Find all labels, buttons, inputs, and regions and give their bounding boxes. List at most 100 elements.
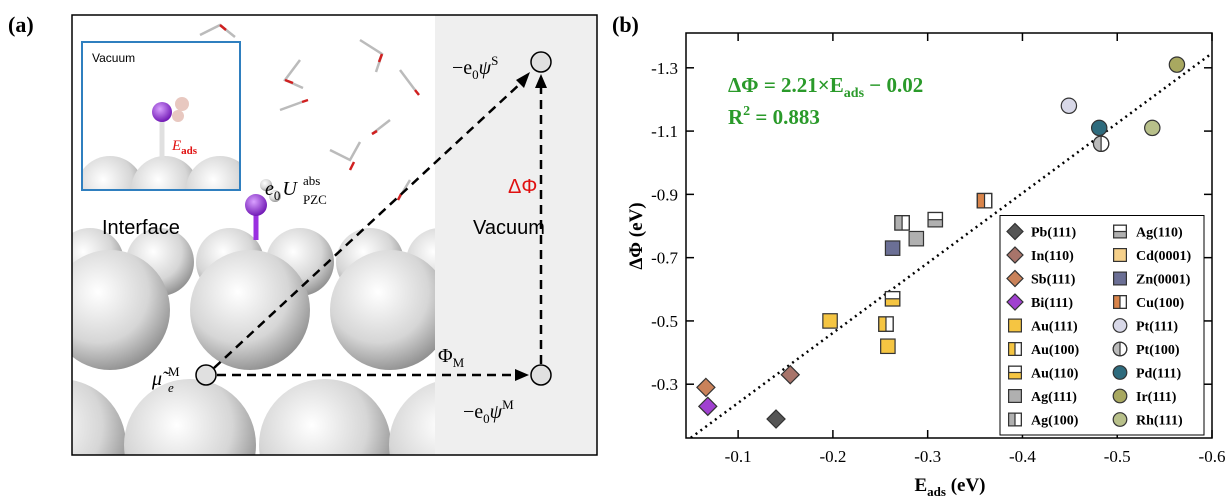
text-part: −e xyxy=(452,57,472,79)
marker xyxy=(1093,136,1108,151)
marker xyxy=(909,231,923,245)
atom xyxy=(152,102,172,122)
marker-half xyxy=(1009,373,1022,379)
marker-shape xyxy=(699,397,717,415)
marker xyxy=(823,314,837,328)
y-tick-label: -0.7 xyxy=(651,249,678,268)
y-tick-label: -1.3 xyxy=(651,59,678,78)
marker xyxy=(1113,389,1127,403)
legend-label: Ag(111) xyxy=(1031,390,1077,405)
text-part: ΔΦ = 2.21×E xyxy=(728,73,844,97)
marker xyxy=(1145,120,1160,135)
text-part: (eV) xyxy=(946,475,986,496)
atom xyxy=(190,250,310,370)
panel-label: (a) xyxy=(8,12,34,37)
marker xyxy=(1009,366,1022,379)
text-sub: 0 xyxy=(274,188,281,203)
marker-half xyxy=(1009,343,1015,356)
x-tick-label: -0.4 xyxy=(1009,447,1036,466)
text-part: ψ xyxy=(490,401,503,423)
marker-shape xyxy=(1113,366,1127,380)
legend-label: Pb(111) xyxy=(1031,226,1076,241)
marker xyxy=(697,378,715,396)
figure: (a) xyxy=(0,0,1230,497)
marker-shape xyxy=(1113,319,1127,333)
atom xyxy=(0,379,126,497)
text-part: ψ xyxy=(479,57,492,79)
y-tick-label: -0.5 xyxy=(651,312,678,331)
marker-half xyxy=(885,299,899,306)
marker xyxy=(885,292,899,306)
marker-shape xyxy=(909,231,923,245)
marker xyxy=(699,397,717,415)
atom xyxy=(245,194,267,216)
marker-shape xyxy=(823,314,837,328)
marker-shape xyxy=(1114,272,1127,285)
marker xyxy=(1009,319,1022,332)
state-circle xyxy=(196,365,216,385)
text-sup: 2 xyxy=(743,104,750,119)
x-tick-label: -0.1 xyxy=(725,447,752,466)
atom xyxy=(50,250,170,370)
x-tick-label: -0.2 xyxy=(819,447,846,466)
marker-half xyxy=(1114,296,1120,309)
text-sub: e xyxy=(168,380,174,395)
y-tick-label: -1.1 xyxy=(651,122,678,141)
marker xyxy=(885,241,899,255)
text-sup: M xyxy=(502,397,514,412)
legend-label: Sb(111) xyxy=(1031,273,1076,288)
text-part: = 0.883 xyxy=(750,105,820,129)
legend-label: Pt(100) xyxy=(1136,343,1180,358)
marker-half xyxy=(977,193,984,207)
marker-half xyxy=(879,317,886,331)
text-sub: ads xyxy=(181,145,198,157)
y-tick-label: -0.3 xyxy=(651,375,678,394)
text-sub: M xyxy=(453,355,465,370)
marker-shape xyxy=(1169,57,1184,72)
marker-shape xyxy=(767,410,785,428)
y-axis-label: ΔΦ (eV) xyxy=(626,202,647,269)
text-part: e xyxy=(265,178,274,200)
marker xyxy=(781,366,799,384)
marker-shape xyxy=(1113,389,1127,403)
text-part: U xyxy=(282,178,298,200)
text-sup: abs xyxy=(303,173,320,188)
marker xyxy=(881,339,895,353)
marker-half xyxy=(928,220,942,227)
marker xyxy=(1114,272,1127,285)
marker-shape xyxy=(781,366,799,384)
marker-half xyxy=(1114,232,1127,238)
text-part: Φ xyxy=(438,345,453,367)
legend-label: Ir(111) xyxy=(1136,390,1177,405)
x-tick-label: -0.6 xyxy=(1199,447,1226,466)
y-tick-label: -0.9 xyxy=(651,185,678,204)
marker xyxy=(1113,366,1127,380)
marker-shape xyxy=(885,241,899,255)
marker-shape xyxy=(697,378,715,396)
x-tick-label: -0.5 xyxy=(1104,447,1131,466)
marker xyxy=(1114,249,1127,262)
marker-half xyxy=(1009,413,1015,426)
marker-shape xyxy=(1092,120,1107,135)
marker-shape xyxy=(1145,120,1160,135)
marker xyxy=(1114,296,1127,309)
legend-label: Bi(111) xyxy=(1031,296,1073,311)
marker xyxy=(1009,413,1022,426)
inset: Vacuum Eads xyxy=(76,42,254,224)
delta-phi: ΔΦ xyxy=(508,176,537,198)
marker-shape xyxy=(1009,319,1022,332)
text-part: −e xyxy=(463,401,483,423)
marker-half xyxy=(1093,136,1101,151)
marker xyxy=(895,216,909,230)
legend-label: Ag(100) xyxy=(1031,414,1079,429)
marker xyxy=(767,410,785,428)
legend-label: Cd(0001) xyxy=(1136,249,1192,264)
chart: (b) ΔΦ (eV) Eads (eV) ΔΦ = 2.21×Eads − 0… xyxy=(612,12,1225,497)
marker xyxy=(977,193,991,207)
inset-label: Vacuum xyxy=(92,51,135,65)
legend-label: Rh(111) xyxy=(1136,414,1183,429)
text-sup: S xyxy=(491,53,498,68)
text-sub: ads xyxy=(844,86,865,101)
marker-shape xyxy=(881,339,895,353)
